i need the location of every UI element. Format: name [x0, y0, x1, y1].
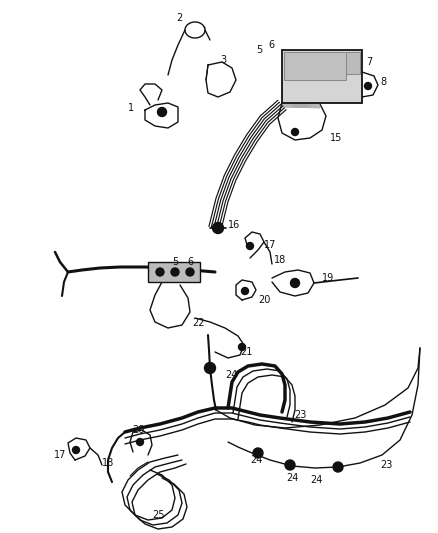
Text: 15: 15 — [330, 133, 343, 143]
Text: 20: 20 — [258, 295, 270, 305]
Circle shape — [156, 268, 164, 276]
Circle shape — [137, 439, 144, 446]
Circle shape — [158, 108, 166, 117]
Text: 8: 8 — [380, 77, 386, 87]
Text: 18: 18 — [102, 458, 114, 468]
Text: 5: 5 — [172, 257, 178, 267]
Circle shape — [285, 460, 295, 470]
Text: 5: 5 — [256, 45, 262, 55]
Text: 7: 7 — [366, 57, 372, 67]
Text: 6: 6 — [187, 257, 193, 267]
Bar — [284, 52, 346, 80]
Text: 24: 24 — [286, 473, 298, 483]
Text: 22: 22 — [192, 318, 205, 328]
Text: 23: 23 — [380, 460, 392, 470]
Text: 24: 24 — [225, 370, 237, 380]
Bar — [282, 50, 362, 103]
Circle shape — [247, 243, 254, 249]
Text: 25: 25 — [152, 510, 165, 520]
Text: 2: 2 — [176, 13, 182, 23]
Circle shape — [171, 268, 179, 276]
Circle shape — [290, 279, 300, 287]
Circle shape — [333, 462, 343, 472]
Circle shape — [212, 222, 223, 233]
Text: 1: 1 — [128, 103, 134, 113]
Circle shape — [253, 448, 263, 458]
Bar — [346, 52, 360, 74]
Circle shape — [292, 128, 299, 135]
Circle shape — [73, 447, 80, 454]
Bar — [148, 262, 200, 282]
Circle shape — [205, 362, 215, 374]
Text: 17: 17 — [264, 240, 276, 250]
Circle shape — [364, 83, 371, 90]
Circle shape — [186, 268, 194, 276]
Text: 20: 20 — [132, 425, 145, 435]
Text: 17: 17 — [54, 450, 67, 460]
Text: 19: 19 — [322, 273, 334, 283]
Text: 24: 24 — [310, 475, 322, 485]
Circle shape — [239, 343, 246, 351]
Text: 23: 23 — [294, 410, 306, 420]
Text: 3: 3 — [220, 55, 226, 65]
Text: 6: 6 — [268, 40, 274, 50]
Text: 21: 21 — [240, 347, 252, 357]
Text: 16: 16 — [228, 220, 240, 230]
Text: 18: 18 — [274, 255, 286, 265]
Circle shape — [241, 287, 248, 295]
Text: 24: 24 — [250, 455, 262, 465]
